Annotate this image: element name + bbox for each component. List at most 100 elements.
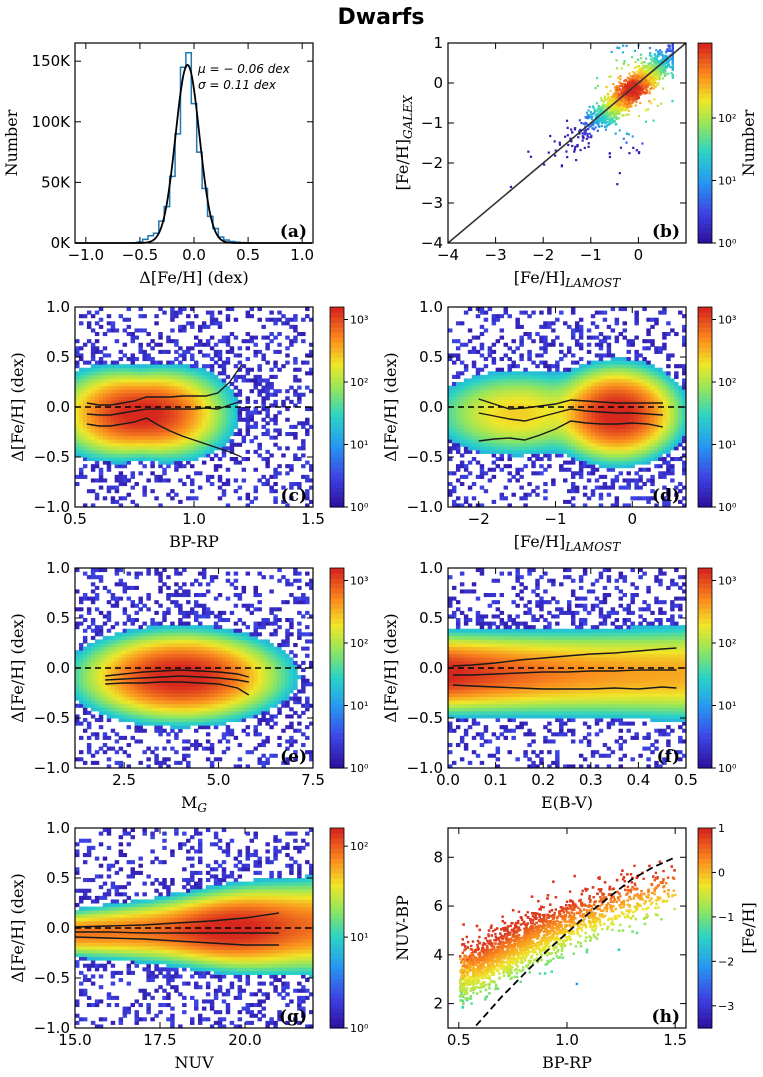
heatmap-point	[604, 122, 607, 125]
heatmap-cell	[106, 446, 112, 451]
heatmap-cell	[309, 371, 313, 376]
heatmap-point	[609, 101, 612, 104]
heatmap-cell	[114, 410, 120, 415]
heatmap-point	[615, 95, 618, 98]
heatmap-cell	[154, 389, 159, 394]
heatmap-cell	[221, 482, 227, 487]
heatmap-cell	[190, 385, 195, 390]
heatmap-point	[629, 101, 632, 104]
heatmap-point	[618, 111, 621, 114]
heatmap-cell	[94, 396, 100, 401]
heatmap-point	[603, 114, 606, 118]
heatmap-cell	[273, 414, 278, 419]
heatmap-cell	[463, 499, 469, 504]
heatmap-cell	[170, 410, 175, 415]
heatmap-cell	[205, 378, 211, 383]
heatmap-cell	[162, 349, 167, 354]
heatmap-cell	[499, 403, 505, 408]
heatmap-cell	[209, 421, 215, 426]
heatmap-cell	[142, 428, 147, 433]
heatmap-cell	[237, 407, 243, 412]
heatmap-point	[654, 57, 657, 60]
heatmap-point	[646, 85, 649, 88]
heatmap-cell	[463, 424, 469, 429]
heatmap-cell	[90, 371, 96, 376]
heatmap-cell	[94, 385, 100, 390]
heatmap-cell	[507, 389, 512, 394]
heatmap-cell	[459, 503, 465, 507]
heatmap-cell	[471, 374, 477, 379]
heatmap-cell	[455, 446, 461, 451]
heatmap-cell	[138, 371, 143, 376]
heatmap-point	[641, 64, 645, 67]
heatmap-cell	[289, 342, 294, 347]
heatmap-cell	[94, 374, 100, 379]
colorbar-segment	[330, 477, 344, 483]
heatmap-cell	[94, 399, 100, 404]
heatmap-point	[619, 78, 622, 81]
heatmap-cell	[225, 357, 231, 362]
heatmap-cell	[158, 332, 163, 337]
heatmap-cell	[134, 432, 139, 437]
heatmap-cell	[463, 364, 469, 369]
heatmap-cell	[166, 417, 171, 422]
heatmap-point	[626, 80, 629, 83]
heatmap-cell	[499, 446, 505, 451]
heatmap-cell	[86, 446, 92, 451]
heatmap-cell	[297, 385, 302, 390]
heatmap-cell	[495, 446, 501, 451]
heatmap-cell	[499, 496, 505, 501]
heatmap-cell	[126, 324, 132, 329]
heatmap-cell	[309, 349, 313, 354]
heatmap-cell	[309, 464, 313, 469]
heatmap-cell	[122, 328, 128, 333]
heatmap-point	[633, 81, 636, 84]
heatmap-point	[617, 95, 620, 99]
heatmap-cell	[170, 417, 175, 422]
heatmap-cell	[134, 389, 139, 394]
heatmap-cell	[82, 389, 88, 394]
colorbar-segment	[330, 472, 344, 478]
colorbar-segment	[330, 307, 344, 313]
heatmap-cell	[503, 371, 508, 376]
colorbar-segment	[330, 432, 344, 438]
heatmap-cell	[110, 392, 116, 397]
heatmap-cell	[106, 389, 112, 394]
heatmap-cell	[154, 435, 159, 440]
heatmap-cell	[483, 392, 489, 397]
heatmap-cell	[90, 421, 96, 426]
heatmap-cell	[213, 374, 219, 379]
heatmap-cell	[178, 310, 183, 315]
heatmap-cell	[98, 382, 104, 387]
heatmap-cell	[209, 335, 215, 340]
heatmap-cell	[209, 428, 215, 433]
heatmap-cell	[265, 482, 270, 487]
heatmap-cell	[86, 371, 92, 376]
y-tick-label: 0.5	[46, 348, 70, 366]
heatmap-cell	[487, 449, 493, 454]
heatmap-cell	[257, 392, 262, 397]
colorbar-segment	[698, 203, 712, 209]
heatmap-cell	[150, 364, 155, 369]
heatmap-cell	[475, 335, 481, 340]
heatmap-point	[565, 119, 569, 122]
heatmap-cell	[170, 382, 175, 387]
heatmap-point	[621, 92, 624, 96]
heatmap-point	[543, 163, 546, 166]
heatmap-cell	[114, 371, 120, 376]
heatmap-point	[654, 77, 658, 80]
heatmap-point	[668, 44, 672, 47]
colorbar-segment	[698, 173, 712, 179]
heatmap-cell	[309, 353, 313, 358]
heatmap-cell	[503, 485, 508, 490]
colorbar-segment	[330, 382, 344, 388]
heatmap-point	[650, 82, 653, 85]
heatmap-cell	[110, 396, 116, 401]
heatmap-cell	[118, 396, 124, 401]
colorbar-segment	[698, 113, 712, 119]
heatmap-cell	[479, 389, 485, 394]
heatmap-cell	[86, 385, 92, 390]
heatmap-cell	[90, 328, 96, 333]
heatmap-point	[631, 56, 634, 59]
heatmap-cell	[102, 371, 108, 376]
